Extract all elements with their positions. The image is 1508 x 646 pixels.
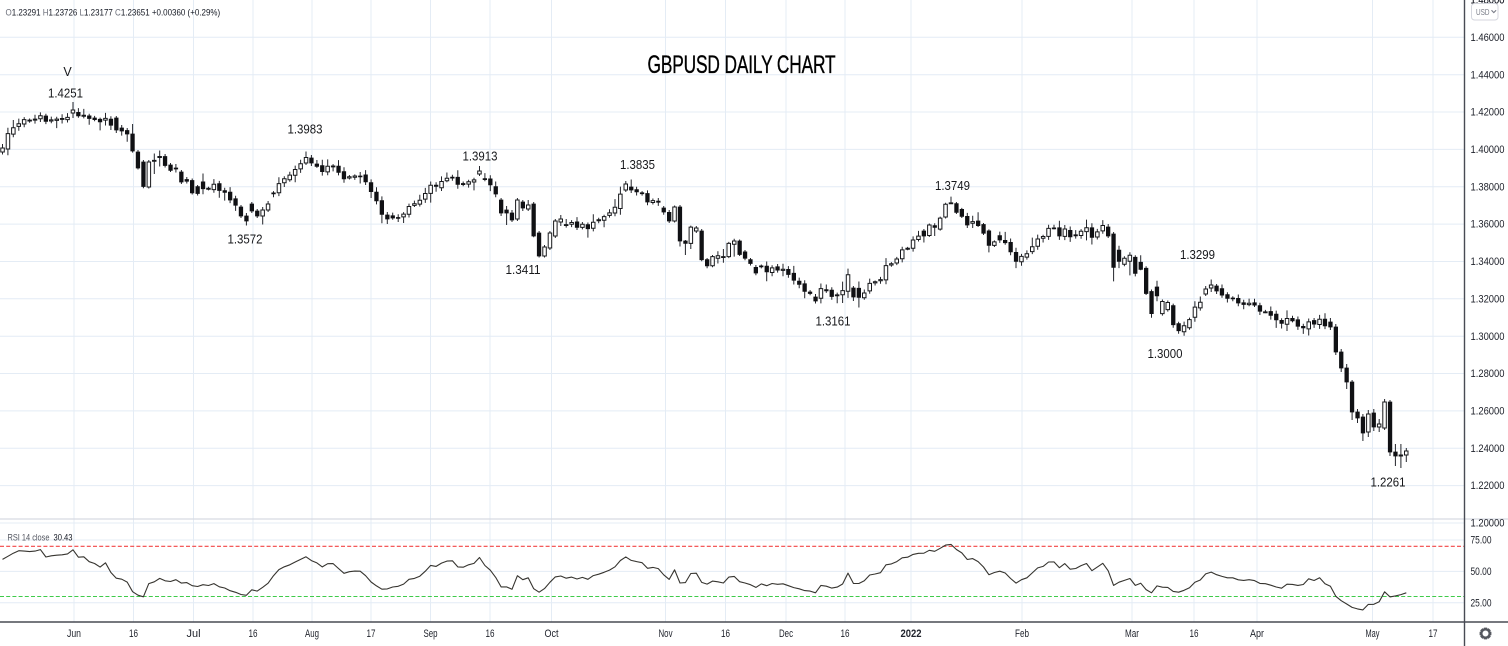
svg-text:1.20000: 1.20000	[1471, 518, 1505, 530]
svg-text:1.3749: 1.3749	[935, 179, 970, 193]
svg-text:Oct: Oct	[545, 628, 559, 640]
svg-text:16: 16	[486, 628, 495, 640]
svg-text:30.43: 30.43	[54, 533, 73, 544]
svg-text:Sep: Sep	[424, 628, 438, 640]
svg-text:1.3913: 1.3913	[463, 150, 498, 164]
svg-text:Nov: Nov	[659, 628, 673, 640]
svg-text:1.44000: 1.44000	[1471, 69, 1505, 81]
svg-text:75.00: 75.00	[1471, 535, 1492, 547]
svg-text:1.28000: 1.28000	[1471, 368, 1505, 380]
svg-text:1.24000: 1.24000	[1471, 443, 1505, 455]
svg-text:1.38000: 1.38000	[1471, 181, 1505, 193]
svg-text:16: 16	[1190, 628, 1199, 640]
svg-text:16: 16	[841, 628, 850, 640]
svg-text:1.36000: 1.36000	[1471, 219, 1505, 231]
svg-text:1.30000: 1.30000	[1471, 331, 1505, 343]
svg-text:1.26000: 1.26000	[1471, 406, 1505, 418]
svg-text:1.4251: 1.4251	[48, 87, 83, 101]
svg-text:Aug: Aug	[305, 628, 319, 640]
svg-text:Dec: Dec	[779, 628, 793, 640]
svg-text:1.32000: 1.32000	[1471, 293, 1505, 305]
svg-text:1.3411: 1.3411	[506, 263, 541, 277]
svg-text:17: 17	[367, 628, 376, 640]
svg-text:1.46000: 1.46000	[1471, 32, 1505, 44]
svg-text:1.42000: 1.42000	[1471, 107, 1505, 119]
svg-text:1.3161: 1.3161	[816, 315, 851, 329]
svg-text:17: 17	[1429, 628, 1438, 640]
svg-text:Mar: Mar	[1125, 628, 1139, 640]
svg-text:O1.23291 H1.23726 L1.23177 C1.: O1.23291 H1.23726 L1.23177 C1.23651 +0.0…	[6, 7, 221, 18]
svg-text:1.3572: 1.3572	[228, 233, 263, 247]
svg-text:RSI 14 close: RSI 14 close	[8, 533, 50, 544]
svg-text:V: V	[63, 65, 72, 79]
svg-text:16: 16	[129, 628, 138, 640]
svg-text:USD: USD	[1476, 7, 1490, 17]
svg-text:Apr: Apr	[1250, 628, 1264, 640]
svg-text:1.40000: 1.40000	[1471, 144, 1505, 156]
svg-text:1.3000: 1.3000	[1148, 347, 1183, 361]
svg-text:May: May	[1366, 628, 1380, 640]
svg-text:1.3835: 1.3835	[620, 158, 655, 172]
svg-text:25.00: 25.00	[1471, 597, 1492, 609]
svg-text:1.22000: 1.22000	[1471, 480, 1505, 492]
svg-text:1.2261: 1.2261	[1371, 476, 1406, 490]
svg-text:1.34000: 1.34000	[1471, 256, 1505, 268]
svg-text:Feb: Feb	[1015, 628, 1029, 640]
svg-text:1.3983: 1.3983	[288, 123, 323, 137]
svg-text:50.00: 50.00	[1471, 566, 1492, 578]
svg-text:GBPUSD DAILY CHART: GBPUSD DAILY CHART	[648, 51, 836, 79]
svg-text:16: 16	[721, 628, 730, 640]
svg-text:16: 16	[249, 628, 258, 640]
svg-text:Jun: Jun	[67, 628, 81, 640]
svg-text:1.3299: 1.3299	[1180, 248, 1215, 262]
svg-text:Jul: Jul	[187, 628, 201, 640]
svg-text:2022: 2022	[901, 628, 922, 640]
